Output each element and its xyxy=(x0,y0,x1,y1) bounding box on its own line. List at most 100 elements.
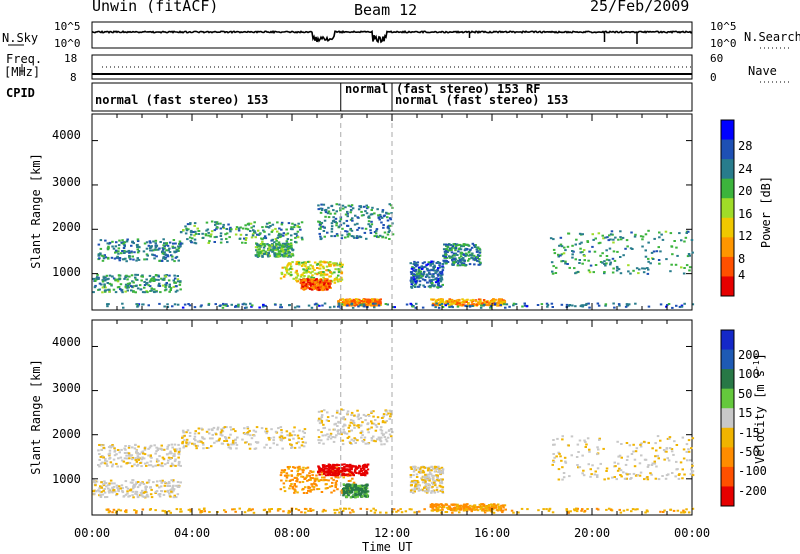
power-data-cell xyxy=(350,229,354,232)
power-data-cell xyxy=(346,210,349,213)
velocity-data-cell xyxy=(354,496,357,499)
velocity-data-cell xyxy=(520,507,524,510)
power-data-cell xyxy=(647,257,650,260)
power-data-cell xyxy=(163,253,166,256)
velocity-data-cell xyxy=(345,468,348,471)
velocity-data-cell xyxy=(362,413,366,416)
power-data-cell xyxy=(466,248,469,250)
velocity-data-cell xyxy=(183,439,186,442)
xtick-0: 00:00 xyxy=(74,526,111,540)
power-cbar-tick-12: 12 xyxy=(738,229,753,243)
velocity-data-cell xyxy=(201,436,204,439)
power-data-cell xyxy=(301,285,305,288)
power-data-cell xyxy=(436,303,440,305)
velocity-data-cell xyxy=(320,410,323,413)
velocity-data-cell xyxy=(617,462,620,465)
power-data-cell xyxy=(283,255,287,258)
velocity-data-cell xyxy=(146,495,150,498)
power-data-cell xyxy=(152,240,155,243)
power-data-cell xyxy=(267,248,270,251)
power-data-cell xyxy=(458,298,461,301)
power-data-cell xyxy=(274,244,278,247)
power-data-cell xyxy=(325,269,328,272)
power-data-cell xyxy=(177,259,180,262)
velocity-data-cell xyxy=(344,474,347,477)
power-data-cell xyxy=(287,263,290,266)
power-data-cell xyxy=(112,288,116,291)
velocity-data-cell xyxy=(132,483,136,486)
power-data-cell xyxy=(122,306,125,309)
velocity-data-cell xyxy=(269,437,272,439)
velocity-data-cell xyxy=(100,444,103,447)
velocity-data-cell xyxy=(234,441,237,444)
power-data-cell xyxy=(653,237,656,240)
power-data-cell xyxy=(127,286,130,289)
power-data-cell xyxy=(130,289,133,292)
velocity-data-cell xyxy=(99,496,103,498)
velocity-data-cell xyxy=(482,508,485,511)
velocity-data-cell xyxy=(547,509,551,512)
power-data-cell xyxy=(344,302,347,305)
velocity-data-cell xyxy=(105,463,108,466)
power-data-cell xyxy=(409,262,412,265)
velocity-data-cell xyxy=(390,435,393,438)
velocity-data-cell xyxy=(104,496,107,499)
velocity-data-cell xyxy=(194,439,197,442)
power-data-cell xyxy=(361,298,365,301)
power-colorbar-swatch xyxy=(721,159,734,180)
velocity-data-cell xyxy=(352,421,356,424)
velocity-data-cell xyxy=(565,509,569,512)
velocity-data-cell xyxy=(336,468,339,471)
velocity-data-cell xyxy=(614,465,617,468)
velocity-data-cell xyxy=(296,434,300,437)
velocity-data-cell xyxy=(350,414,353,416)
power-data-cell xyxy=(465,301,468,303)
velocity-data-cell xyxy=(119,509,123,512)
velocity-data-cell xyxy=(349,442,352,444)
velocity-data-cell xyxy=(120,448,123,451)
velocity-data-cell xyxy=(281,437,285,440)
power-data-cell xyxy=(328,306,332,309)
power-data-cell xyxy=(426,263,430,266)
velocity-data-cell xyxy=(189,508,192,511)
velocity-data-cell xyxy=(340,491,344,494)
velocity-data-cell xyxy=(363,436,367,439)
power-data-cell xyxy=(440,270,443,273)
velocity-data-cell xyxy=(642,440,646,443)
power-data-cell xyxy=(194,230,197,233)
power-data-cell xyxy=(225,237,228,240)
velocity-data-cell xyxy=(487,504,491,507)
velocity-data-cell xyxy=(476,506,479,509)
power-data-cell xyxy=(410,267,414,270)
power-data-cell xyxy=(296,280,300,283)
velocity-data-cell xyxy=(388,418,391,420)
velocity-data-cell xyxy=(425,473,429,476)
velocity-data-cell xyxy=(644,511,647,514)
velocity-data-cell xyxy=(386,436,390,439)
velocity-data-cell xyxy=(300,511,303,514)
power-data-cell xyxy=(671,253,674,256)
velocity-data-cell xyxy=(315,477,319,480)
power-data-cell xyxy=(497,302,501,305)
velocity-data-cell xyxy=(137,445,140,448)
velocity-data-cell xyxy=(414,468,418,471)
velocity-data-cell xyxy=(410,508,413,511)
velocity-data-cell xyxy=(223,426,227,429)
velocity-data-cell xyxy=(334,471,337,474)
power-data-cell xyxy=(603,260,606,263)
velocity-data-cell xyxy=(247,509,250,512)
velocity-data-cell xyxy=(431,505,434,508)
velocity-data-cell xyxy=(647,464,650,467)
velocity-data-cell xyxy=(149,493,153,496)
velocity-data-cell xyxy=(370,422,374,425)
power-data-cell xyxy=(422,284,425,287)
velocity-data-cell xyxy=(185,442,188,445)
velocity-data-cell xyxy=(470,510,473,513)
velocity-data-cell xyxy=(332,474,336,476)
power-data-cell xyxy=(451,300,454,303)
velocity-data-cell xyxy=(357,413,360,416)
power-data-cell xyxy=(210,230,214,233)
velocity-data-cell xyxy=(470,508,474,511)
power-data-cell xyxy=(321,304,324,307)
velocity-data-cell xyxy=(131,490,134,493)
